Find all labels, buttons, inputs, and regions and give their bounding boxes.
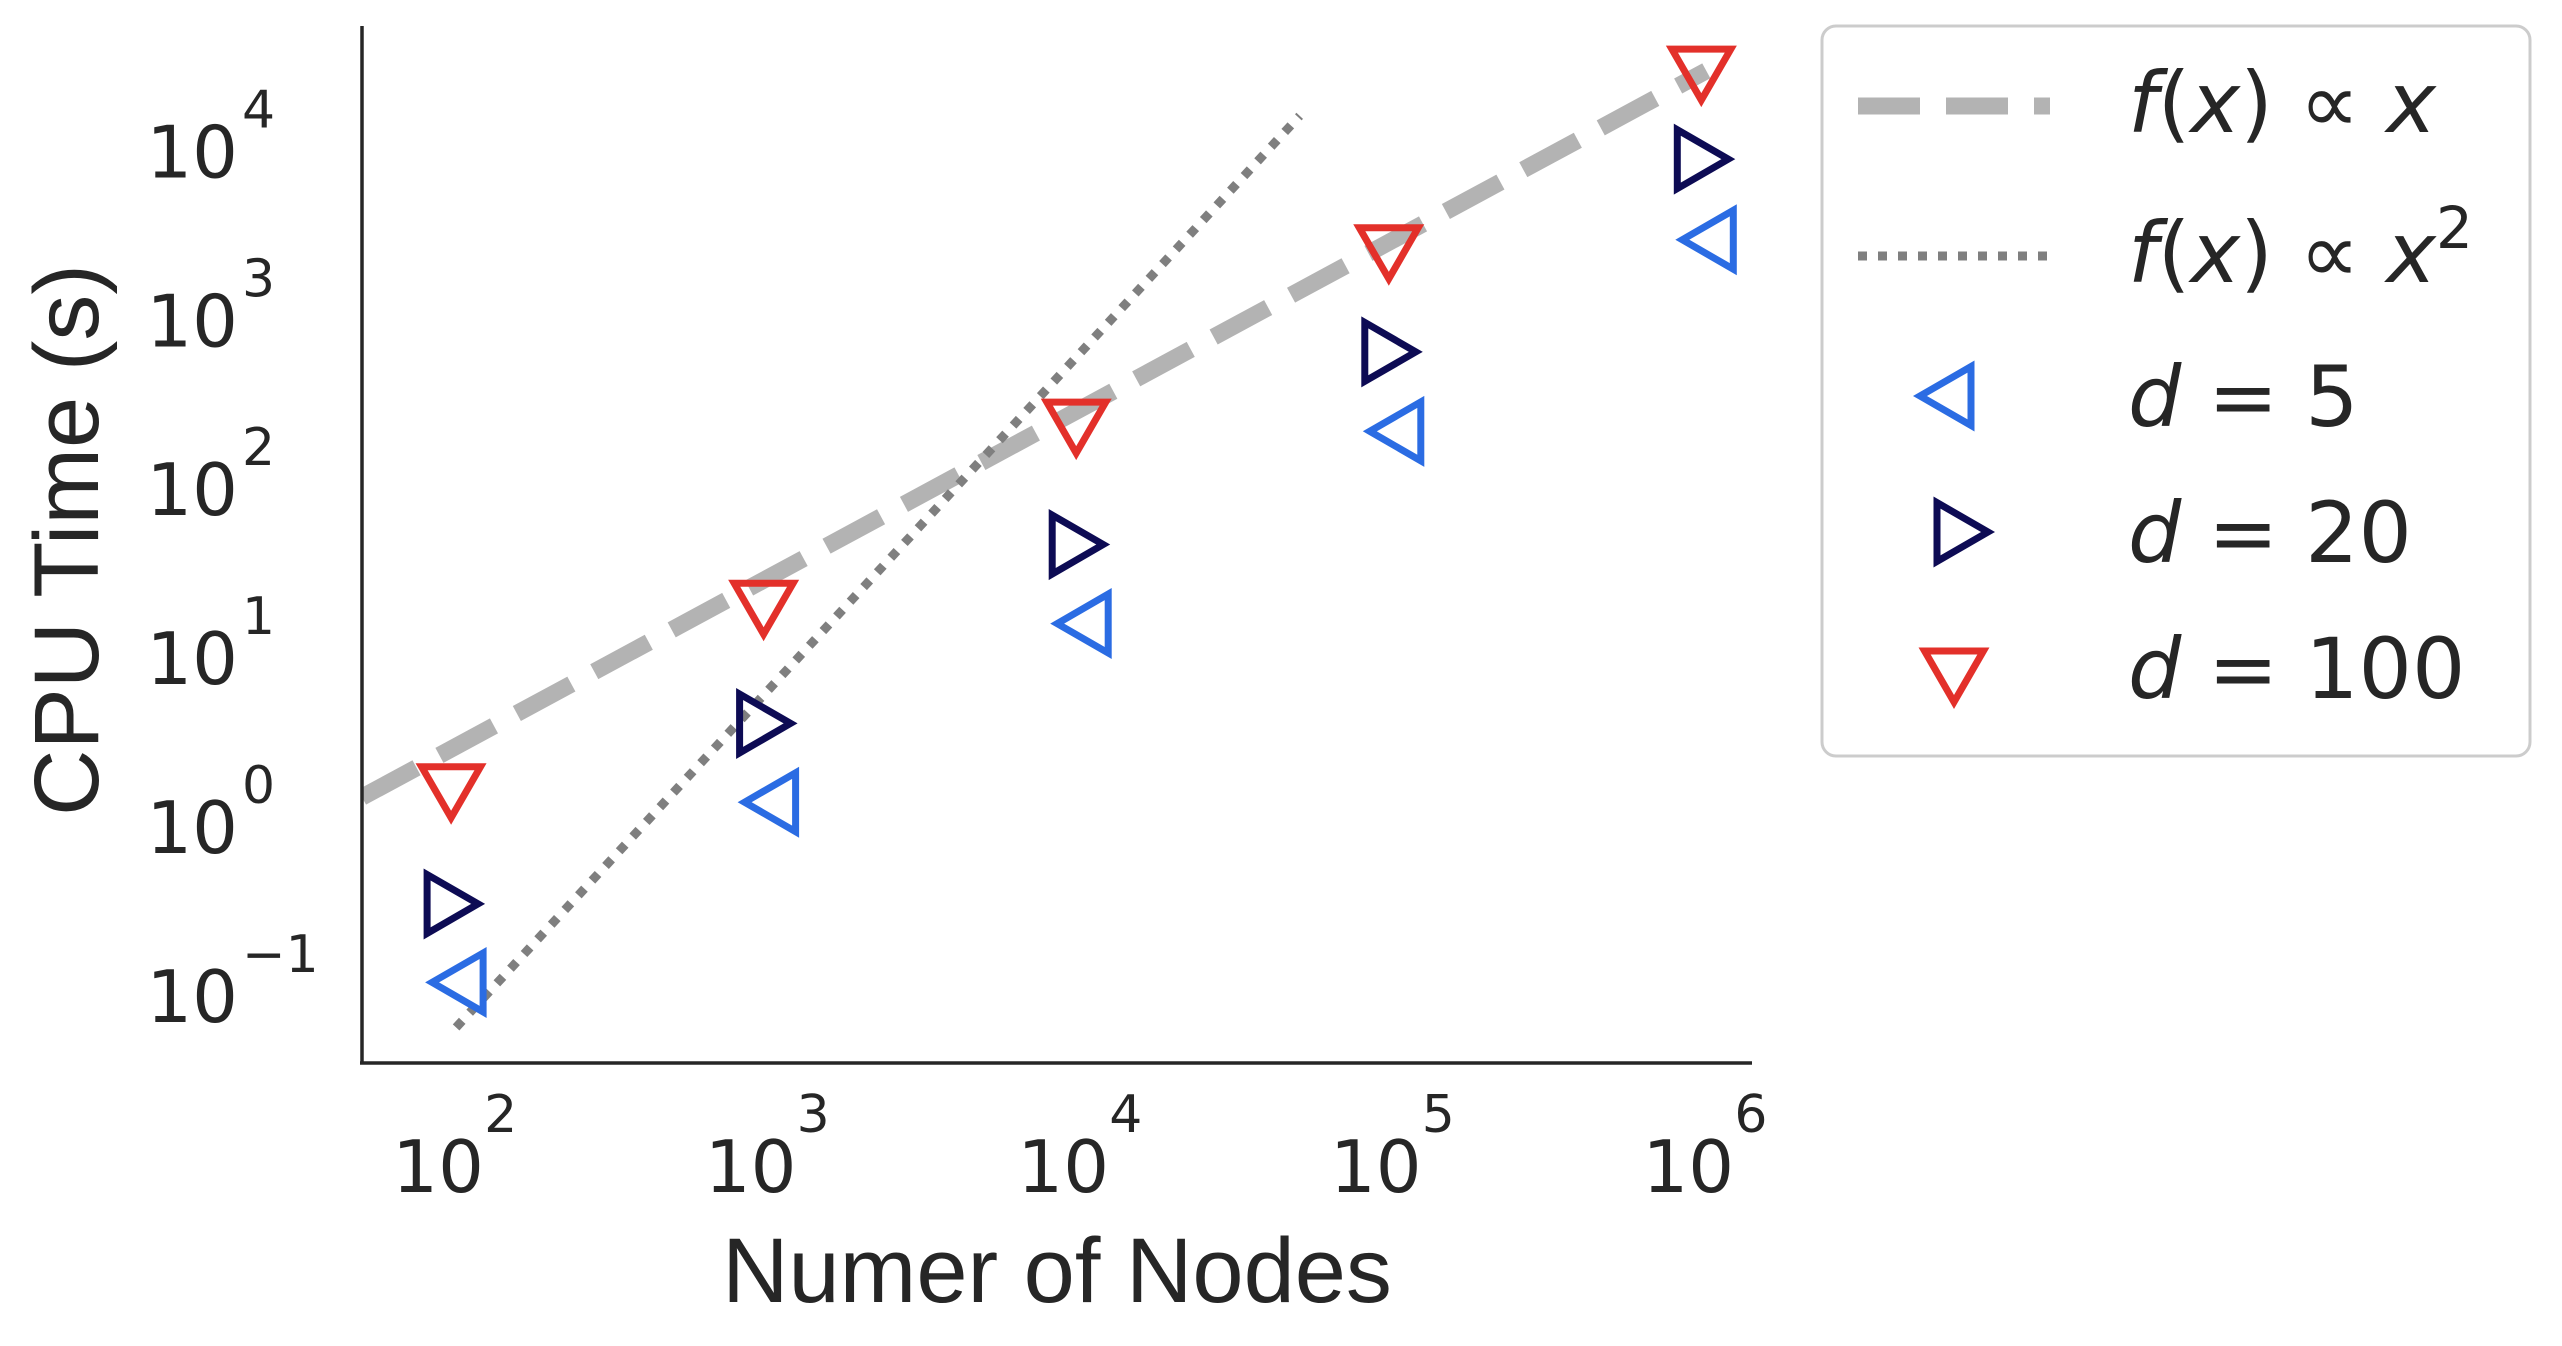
- legend-marker: [1912, 360, 1975, 432]
- data-point: [736, 687, 798, 759]
- series-d-100: [415, 45, 1737, 825]
- data-point: [423, 868, 486, 940]
- series-d-20: [423, 123, 1736, 940]
- y-tick-label: 10: [146, 110, 238, 194]
- y-tick-label: 10: [146, 955, 238, 1039]
- legend-label-linear: f(x) ∝ x: [2128, 54, 2437, 152]
- data-point: [425, 946, 487, 1018]
- data-markers: [415, 45, 1737, 1018]
- legend-label: d = 100: [2128, 620, 2465, 718]
- y-tick-label: 10: [146, 786, 238, 870]
- data-point: [1048, 509, 1111, 581]
- y-tick-exponent: 3: [242, 249, 275, 309]
- axes: [360, 26, 1752, 1065]
- x-tick-exponent: 6: [1734, 1085, 1767, 1145]
- quadratic-reference-line: [452, 112, 1304, 1031]
- data-point: [737, 766, 800, 838]
- x-tick-label: 10: [1643, 1125, 1735, 1209]
- data-point: [1362, 395, 1425, 467]
- x-tick-exponent: 2: [484, 1085, 517, 1145]
- x-tick-label: 10: [1017, 1125, 1109, 1209]
- data-point: [728, 579, 800, 642]
- y-axis-label: CPU Time (s): [16, 264, 118, 816]
- x-tick-label: 10: [392, 1125, 484, 1209]
- legend: f(x) ∝ x f(x) ∝ x2 d = 5 d = 20 d = 100: [1820, 24, 2532, 758]
- series-d-5: [425, 204, 1737, 1018]
- x-axis-label: Numer of Nodes: [722, 1220, 1392, 1322]
- data-point: [1050, 588, 1112, 660]
- x-tick-label: 10: [705, 1125, 797, 1209]
- legend-marker: [1933, 496, 1996, 568]
- reference-lines: [362, 63, 1711, 1031]
- y-tick-exponent: 2: [242, 418, 275, 478]
- data-point: [1353, 224, 1425, 286]
- y-tick-label: 10: [146, 279, 238, 363]
- data-point: [1675, 204, 1737, 276]
- y-tick-label: 10: [146, 448, 238, 532]
- x-tick-exponent: 4: [1109, 1085, 1142, 1145]
- x-tick-exponent: 5: [1422, 1085, 1455, 1145]
- legend-marker: [1918, 647, 1990, 710]
- data-point: [1361, 316, 1423, 388]
- y-tick-label: 10: [146, 617, 238, 701]
- y-tick-exponent: 4: [242, 80, 275, 140]
- data-point: [1665, 45, 1737, 108]
- x-tick-exponent: 3: [797, 1085, 830, 1145]
- linear-reference-line: [362, 63, 1711, 805]
- legend-label-quadratic: f(x) ∝ x2: [2128, 194, 2473, 302]
- legend-box: [1820, 24, 2532, 758]
- data-point: [1040, 398, 1112, 461]
- y-tick-exponent: 0: [242, 756, 275, 816]
- legend-label: d = 20: [2128, 484, 2412, 582]
- data-point: [415, 763, 487, 825]
- x-tick-label: 10: [1330, 1125, 1422, 1209]
- y-tick-exponent: 1: [242, 587, 275, 647]
- legend-label: d = 5: [2128, 348, 2359, 446]
- y-tick-exponent: −1: [242, 925, 319, 985]
- data-point: [1673, 123, 1736, 195]
